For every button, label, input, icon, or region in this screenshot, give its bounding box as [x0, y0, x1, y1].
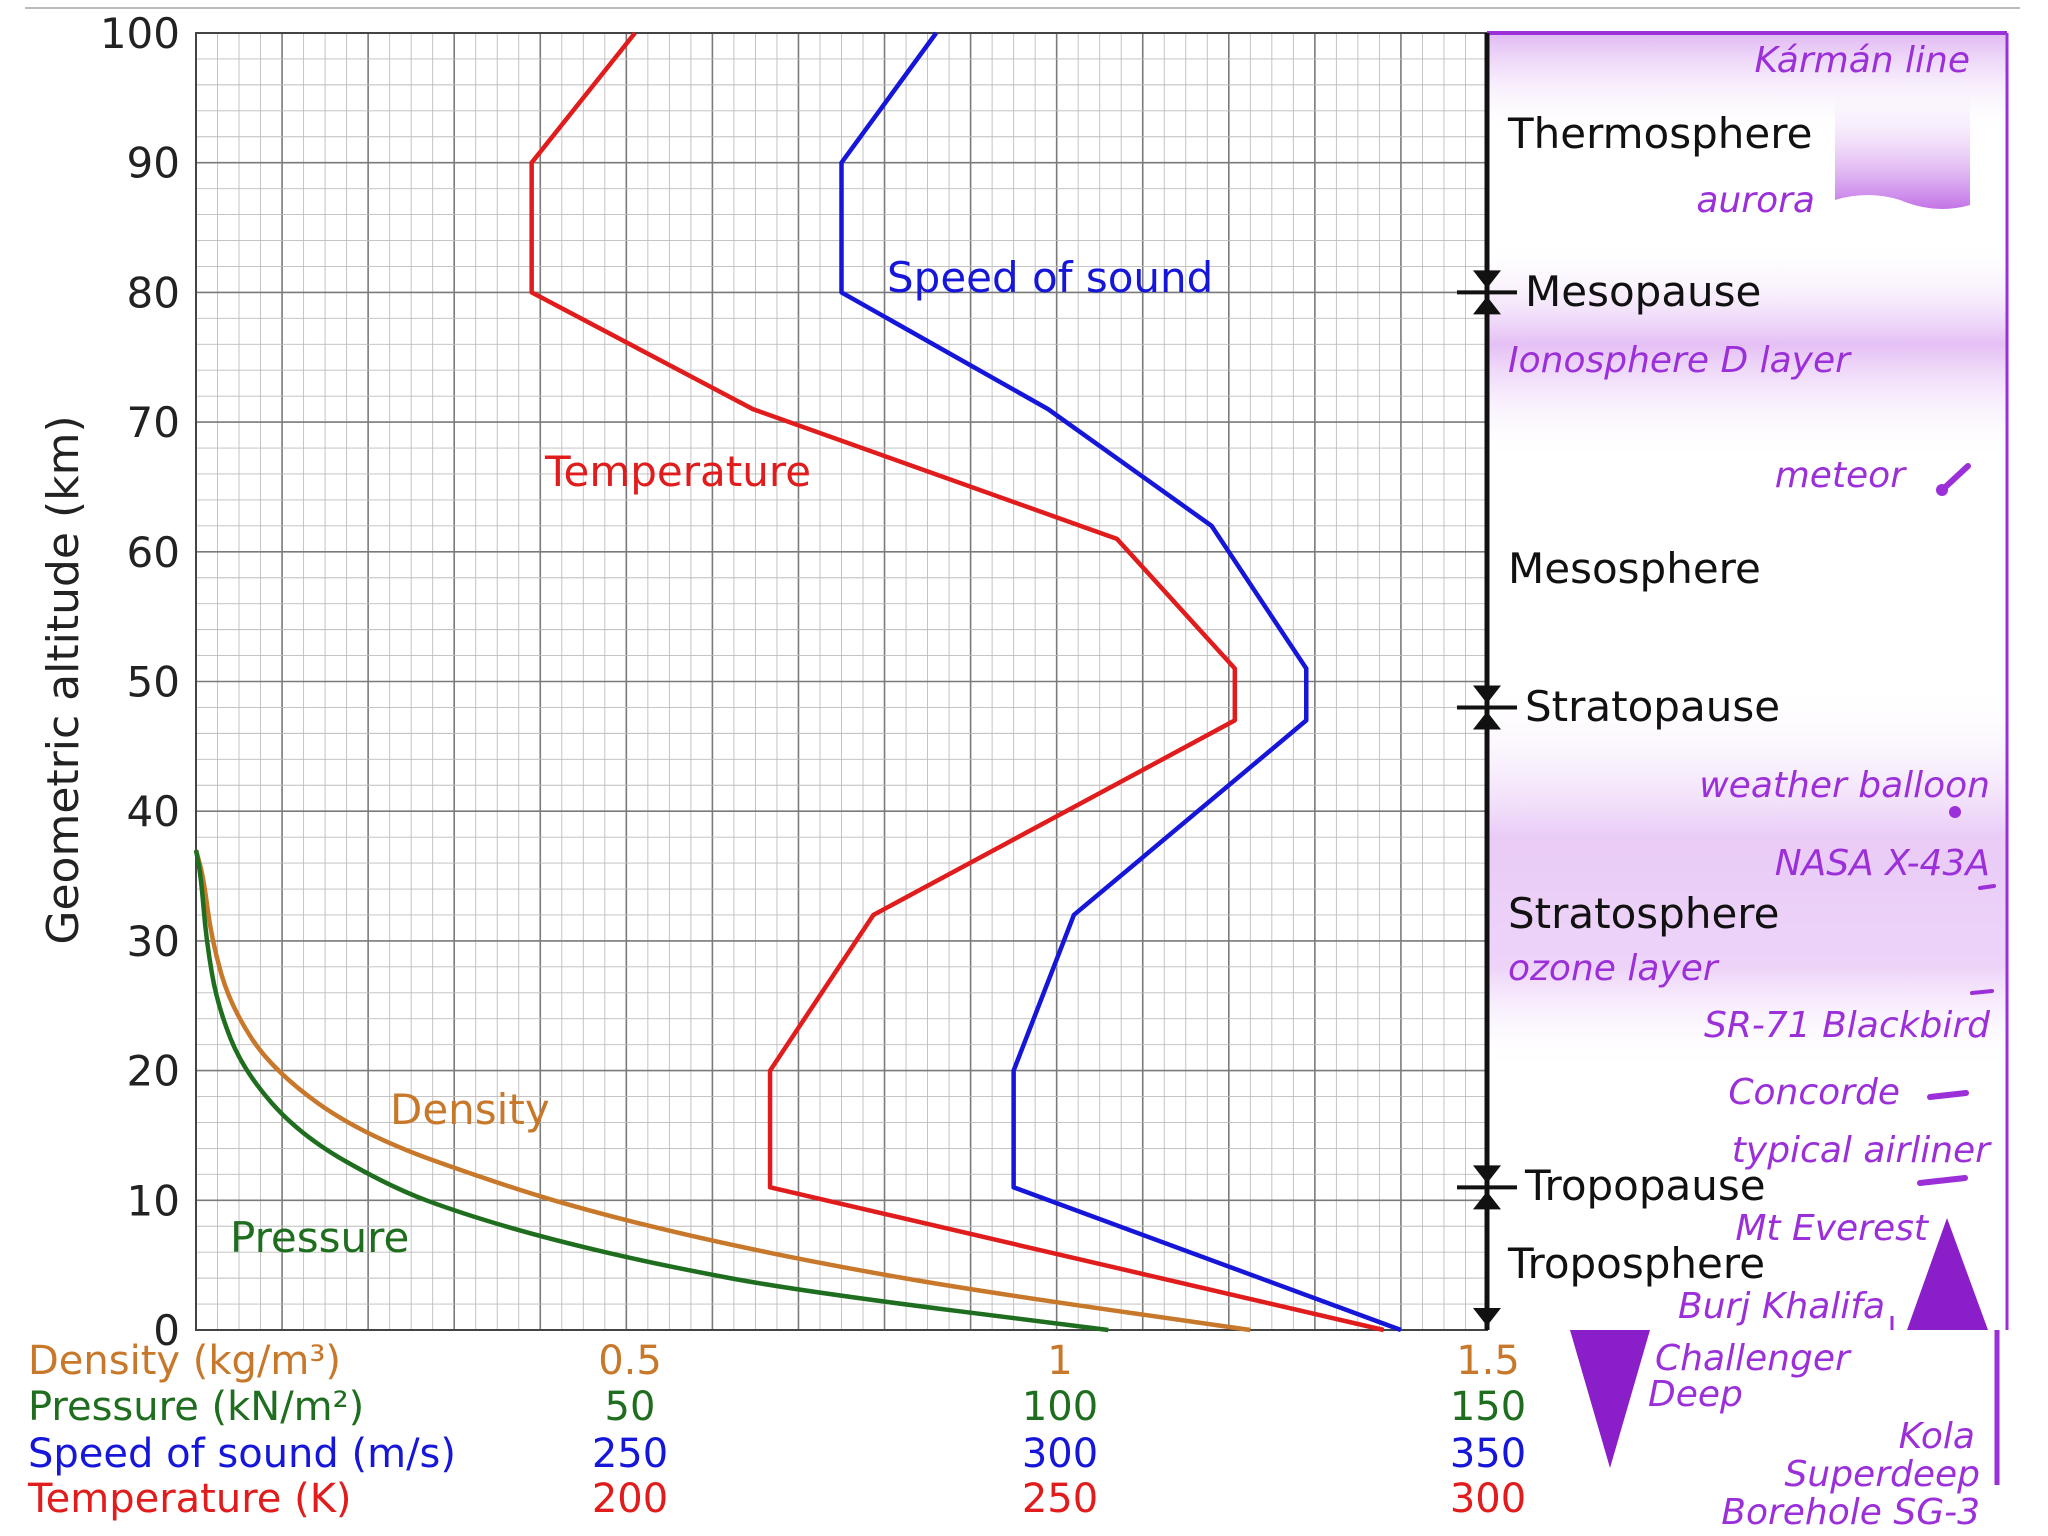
temperature-tick-label: 200	[592, 1476, 668, 1522]
pressure-tick-label: 150	[1450, 1384, 1526, 1430]
mt-everest-icon	[1907, 1218, 1988, 1330]
layer-names: Thermosphere Mesopause Mesosphere Stratopau…	[1507, 109, 1812, 1288]
object-label-typical-airliner: typical airliner	[1732, 1130, 1992, 1171]
object-label-sr-71-blackbird: SR-71 Blackbird	[1704, 1005, 1991, 1046]
object-label-nasa-x-43a: NASA X-43A	[1775, 843, 1990, 884]
concorde-icon	[1927, 1090, 1969, 1100]
object-label-meteor: meteor	[1775, 455, 1908, 496]
aurora-icon	[1835, 80, 1970, 209]
speed-of-sound-label: Speed of sound	[887, 253, 1213, 302]
pressure-tick-label: 50	[605, 1384, 656, 1430]
speed-of-sound-axis-label: Speed of sound (m/s)	[28, 1431, 456, 1477]
y-tick-label: 20	[127, 1047, 180, 1096]
x43a-icon	[1978, 884, 1996, 890]
temperature-tick-label: 250	[1022, 1476, 1098, 1522]
speed-of-sound-tick-label: 350	[1450, 1431, 1526, 1477]
object-label-aurora: aurora	[1696, 180, 1815, 221]
speed-of-sound-tick-label: 300	[1022, 1431, 1098, 1477]
x-axes-legend: Density (kg/m³) 0.5 1 1.5 Pressure (kN/m²) 50…	[27, 1338, 1526, 1522]
density-label: Density	[390, 1085, 550, 1134]
speed-of-sound-line	[839, 31, 1402, 1333]
y-tick-label: 60	[127, 528, 180, 577]
boundary-arrow-down	[1473, 685, 1501, 704]
layer-name-stratopause: Stratopause	[1525, 682, 1780, 731]
object-label-mt-everest: Mt Everest	[1735, 1208, 1930, 1249]
object-labels: Kármán line aurora Ionosphere D layer meteo…	[1508, 40, 1992, 1533]
y-tick-label: 10	[127, 1176, 180, 1225]
boundary-arrow-down	[1473, 1165, 1501, 1184]
layer-name-tropopause: Tropopause	[1524, 1161, 1766, 1210]
layer-altitude-axis	[1457, 33, 1517, 1330]
density-tick-label: 1	[1047, 1338, 1072, 1384]
density-tick-label: 0.5	[598, 1338, 662, 1384]
ground-arrow	[1473, 1308, 1501, 1326]
layers-background	[1487, 33, 2007, 1330]
layer-name-mesopause: Mesopause	[1525, 267, 1761, 316]
boundary-arrow-up	[1473, 1191, 1501, 1210]
speed-of-sound-tick-label: 250	[592, 1431, 668, 1477]
y-tick-label: 50	[127, 658, 180, 707]
y-tick-label: 90	[127, 139, 180, 188]
boundary-arrow-down	[1473, 270, 1501, 289]
object-label-concorde: Concorde	[1728, 1072, 1900, 1113]
layer-name-thermosphere: Thermosphere	[1507, 109, 1812, 158]
y-tick-label: 30	[127, 917, 180, 966]
weather-balloon-icon	[1949, 806, 1961, 818]
y-tick-label: 40	[127, 787, 180, 836]
atmosphere-layers-panel	[1487, 31, 2009, 1330]
y-tick-labels: 0 10 20 30 40 50 60 70 80 90 100	[100, 9, 180, 1355]
object-label-burj-khalifa: Burj Khalifa	[1678, 1286, 1885, 1327]
temperature-tick-label: 300	[1450, 1476, 1526, 1522]
temperature-label: Temperature	[544, 447, 811, 496]
temperature-axis-label: Temperature (K)	[27, 1476, 352, 1522]
object-label-weather-balloon: weather balloon	[1699, 765, 1990, 806]
y-tick-label: 80	[127, 268, 180, 317]
boundary-arrow-up	[1473, 711, 1501, 730]
object-label-ionosphere-d-layer: Ionosphere D layer	[1508, 340, 1852, 381]
series-lines	[193, 31, 1402, 1333]
layer-name-mesosphere: Mesosphere	[1508, 544, 1761, 593]
sr71-icon	[1970, 989, 1994, 995]
y-tick-label: 0	[153, 1306, 180, 1355]
object-icons	[1570, 463, 2000, 1485]
y-axis-title: Geometric altitude (km)	[38, 415, 89, 944]
y-tick-label: 100	[100, 9, 180, 58]
y-tick-label: 70	[127, 398, 180, 447]
density-line	[193, 849, 1251, 1333]
meteor-head-icon	[1936, 484, 1948, 496]
boundary-arrow-up	[1473, 296, 1501, 315]
object-label-kola-superdeep-borehole-sg-3: Kola Superdeep Borehole SG-3	[1721, 1416, 1980, 1533]
object-label-k-rm-n-line: Kármán line	[1754, 40, 1970, 81]
temperature-line	[529, 31, 1385, 1333]
pressure-label: Pressure	[230, 1213, 409, 1262]
pressure-tick-label: 100	[1022, 1384, 1098, 1430]
chart-grid	[195, 32, 1488, 1331]
density-tick-label: 1.5	[1456, 1338, 1520, 1384]
challenger-deep-icon	[1570, 1330, 1650, 1468]
layer-name-troposphere: Troposphere	[1507, 1239, 1765, 1288]
pressure-line	[193, 849, 1109, 1333]
pressure-axis-label: Pressure (kN/m²)	[28, 1384, 364, 1430]
object-label-challenger-deep: Challenger Deep	[1648, 1338, 1852, 1415]
object-label-ozone-layer: ozone layer	[1508, 948, 1720, 989]
density-axis-label: Density (kg/m³)	[28, 1338, 341, 1384]
airliner-icon	[1917, 1175, 1968, 1186]
layer-name-stratosphere: Stratosphere	[1508, 889, 1779, 938]
